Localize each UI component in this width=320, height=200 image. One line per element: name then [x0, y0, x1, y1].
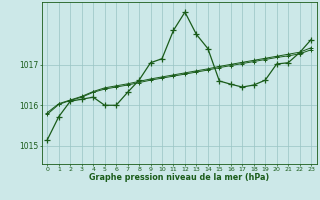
- X-axis label: Graphe pression niveau de la mer (hPa): Graphe pression niveau de la mer (hPa): [89, 173, 269, 182]
